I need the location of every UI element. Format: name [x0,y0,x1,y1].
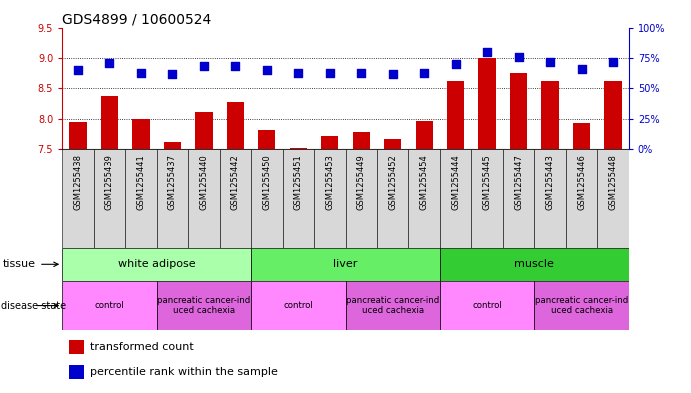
Bar [69,365,84,379]
Bar [314,149,346,248]
Text: GSM1255440: GSM1255440 [199,154,209,210]
Text: GSM1255439: GSM1255439 [105,154,114,210]
Bar [283,149,314,248]
Bar [346,281,440,330]
Bar [447,81,464,149]
Bar [290,148,307,149]
Text: GSM1255454: GSM1255454 [419,154,428,210]
Bar [534,281,629,330]
Text: pancreatic cancer-ind
uced cachexia: pancreatic cancer-ind uced cachexia [535,296,628,315]
Text: GSM1255441: GSM1255441 [136,154,145,210]
Bar [573,123,590,149]
Point [482,49,493,55]
Bar [597,149,629,248]
Text: GSM1255447: GSM1255447 [514,154,523,210]
Text: GSM1255446: GSM1255446 [577,154,586,210]
Bar [440,248,629,281]
Point [607,59,618,65]
Bar [258,130,276,149]
Text: tissue: tissue [3,259,58,269]
Text: pancreatic cancer-ind
uced cachexia: pancreatic cancer-ind uced cachexia [158,296,250,315]
Bar [195,112,213,149]
Text: GSM1255443: GSM1255443 [546,154,555,210]
Bar [69,122,86,149]
Text: GSM1255437: GSM1255437 [168,154,177,210]
Bar [440,149,471,248]
Bar [440,281,534,330]
Point [293,70,304,76]
Text: GDS4899 / 10600524: GDS4899 / 10600524 [62,12,211,26]
Bar [352,132,370,149]
Bar [164,142,181,149]
Bar [188,149,220,248]
Bar [408,149,440,248]
Bar [542,81,559,149]
Bar [251,248,440,281]
Point [419,70,430,76]
Text: GSM1255453: GSM1255453 [325,154,334,210]
Bar [251,281,346,330]
Bar [220,149,251,248]
Text: percentile rank within the sample: percentile rank within the sample [90,367,278,377]
Text: transformed count: transformed count [90,342,193,352]
Point [230,63,241,70]
Text: white adipose: white adipose [117,259,196,269]
Bar [157,281,251,330]
Bar [251,149,283,248]
Text: disease state: disease state [1,301,66,310]
Bar [478,58,496,149]
Point [450,61,461,67]
Bar [69,340,84,354]
Point [545,59,556,65]
Point [104,60,115,66]
Text: liver: liver [333,259,358,269]
Bar [62,281,157,330]
Point [513,53,524,60]
Bar [321,136,339,149]
Text: control: control [283,301,313,310]
Text: GSM1255448: GSM1255448 [609,154,618,210]
Text: GSM1255452: GSM1255452 [388,154,397,210]
Text: GSM1255450: GSM1255450 [263,154,272,210]
Bar [132,119,149,149]
Bar [384,139,401,149]
Bar [157,149,188,248]
Point [167,71,178,77]
Bar [62,149,94,248]
Bar [227,102,244,149]
Bar [346,149,377,248]
Bar [510,73,527,149]
Point [576,66,587,72]
Text: GSM1255442: GSM1255442 [231,154,240,210]
Bar [471,149,503,248]
Text: muscle: muscle [514,259,554,269]
Text: GSM1255438: GSM1255438 [73,154,82,210]
Point [261,67,272,73]
Text: GSM1255451: GSM1255451 [294,154,303,210]
Text: GSM1255449: GSM1255449 [357,154,366,210]
Point [387,71,398,77]
Point [356,70,367,76]
Bar [62,248,251,281]
Bar [503,149,534,248]
Text: pancreatic cancer-ind
uced cachexia: pancreatic cancer-ind uced cachexia [346,296,439,315]
Text: control: control [95,301,124,310]
Bar [605,81,622,149]
Bar [377,149,408,248]
Bar [415,121,433,149]
Bar [101,96,118,149]
Text: GSM1255445: GSM1255445 [482,154,492,210]
Text: control: control [472,301,502,310]
Point [324,70,335,76]
Point [73,67,84,73]
Bar [566,149,597,248]
Point [135,70,146,76]
Point [198,63,209,70]
Bar [125,149,157,248]
Bar [534,149,566,248]
Bar [94,149,125,248]
Text: GSM1255444: GSM1255444 [451,154,460,210]
